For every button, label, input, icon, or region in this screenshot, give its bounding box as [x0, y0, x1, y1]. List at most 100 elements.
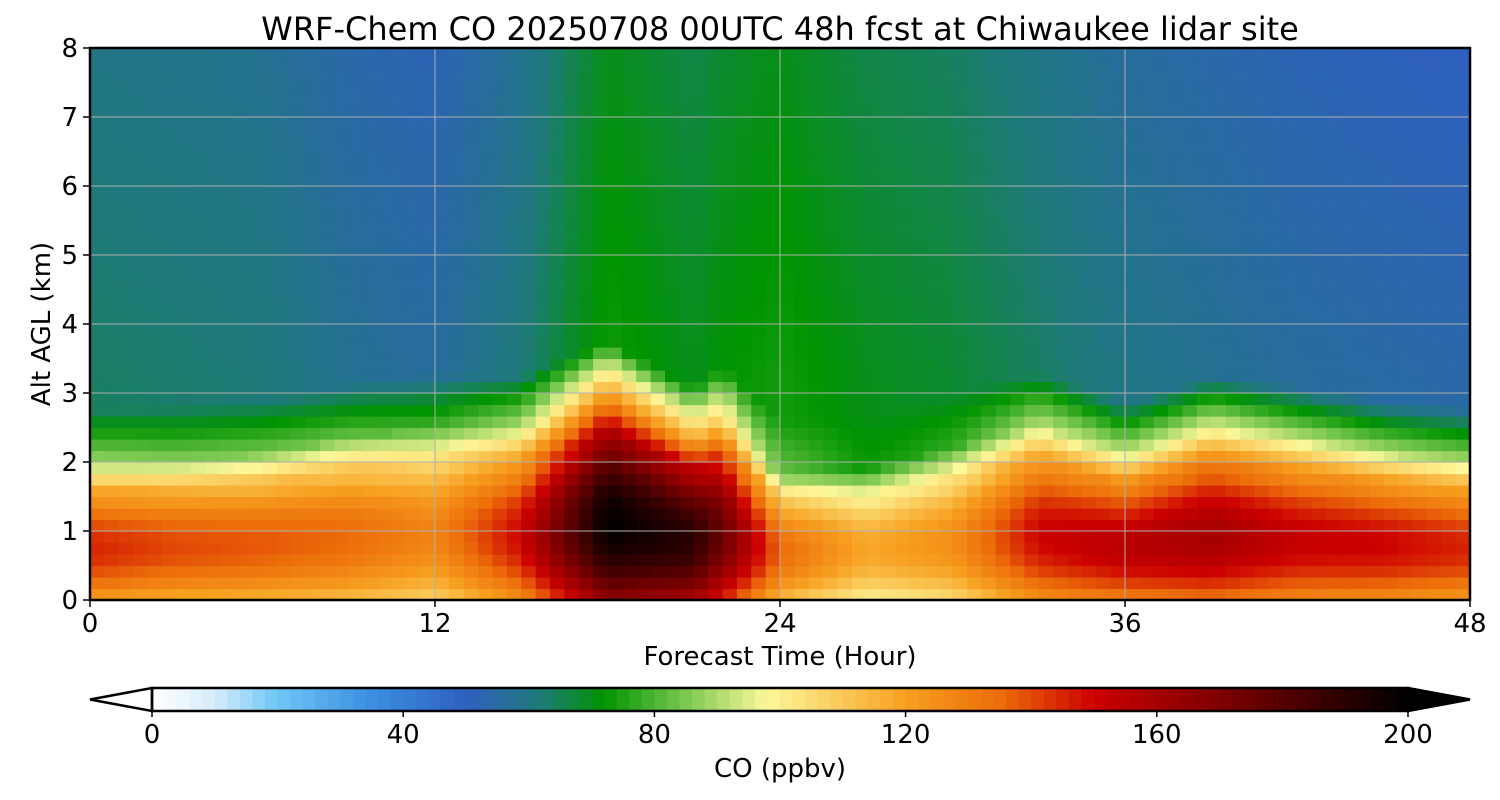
- heatmap-cell: [1168, 197, 1184, 210]
- heatmap-cell: [1125, 220, 1140, 233]
- heatmap-cell: [205, 439, 220, 452]
- heatmap-cell: [1455, 531, 1471, 544]
- heatmap-cell: [636, 48, 652, 61]
- heatmap-cell: [1110, 485, 1126, 498]
- heatmap-cell: [133, 312, 149, 325]
- heatmap-cell: [736, 416, 752, 429]
- heatmap-cell: [492, 266, 508, 279]
- heatmap-cell: [291, 266, 307, 279]
- heatmap-cell: [823, 485, 839, 498]
- heatmap-cell: [463, 289, 479, 302]
- heatmap-cell: [506, 565, 522, 578]
- heatmap-cell: [1153, 508, 1169, 521]
- heatmap-cell: [205, 48, 220, 61]
- heatmap-cell: [1441, 312, 1457, 325]
- heatmap-cell: [1225, 496, 1241, 509]
- heatmap-cell: [276, 186, 292, 199]
- heatmap-cell: [535, 554, 551, 567]
- heatmap-cell: [851, 519, 867, 532]
- heatmap-cell: [521, 151, 537, 164]
- heatmap-cell: [377, 266, 393, 279]
- heatmap-cell: [305, 496, 321, 509]
- heatmap-cell: [736, 186, 752, 199]
- heatmap-cell: [665, 301, 680, 314]
- heatmap-cell: [593, 370, 609, 383]
- heatmap-cell: [305, 59, 321, 72]
- heatmap-cell: [90, 220, 105, 233]
- heatmap-cell: [205, 588, 220, 601]
- heatmap-cell: [593, 519, 609, 532]
- heatmap-cell: [593, 427, 609, 440]
- heatmap-cell: [161, 209, 177, 222]
- heatmap-cell: [1426, 347, 1442, 360]
- heatmap-cell: [118, 324, 134, 337]
- heatmap-cell: [550, 588, 565, 601]
- heatmap-cell: [952, 347, 968, 360]
- heatmap-cell: [722, 48, 738, 61]
- heatmap-cell: [391, 266, 407, 279]
- heatmap-cell: [1182, 71, 1198, 84]
- heatmap-cell: [1412, 209, 1428, 222]
- heatmap-cell: [1139, 554, 1155, 567]
- heatmap-cell: [291, 381, 307, 394]
- heatmap-cell: [363, 347, 379, 360]
- heatmap-cell: [736, 220, 752, 233]
- heatmap-cell: [435, 94, 450, 107]
- heatmap-cell: [463, 370, 479, 383]
- heatmap-cell: [104, 117, 120, 130]
- heatmap-cell: [1024, 370, 1040, 383]
- heatmap-cell: [1240, 473, 1255, 486]
- heatmap-cell: [578, 71, 594, 84]
- heatmap-cell: [118, 59, 134, 72]
- heatmap-cell: [1426, 82, 1442, 95]
- heatmap-cell: [1297, 48, 1313, 61]
- heatmap-cell: [1441, 416, 1457, 429]
- heatmap-cell: [880, 82, 896, 95]
- heatmap-cell: [636, 370, 652, 383]
- heatmap-cell: [506, 577, 522, 590]
- heatmap-cell: [219, 151, 235, 164]
- heatmap-cell: [1398, 105, 1414, 118]
- heatmap-cell: [1426, 151, 1442, 164]
- heatmap-cell: [923, 370, 939, 383]
- colorbar-label: CO (ppbv): [714, 754, 846, 784]
- heatmap-cell: [492, 485, 508, 498]
- heatmap-cell: [1412, 117, 1428, 130]
- heatmap-cell: [1426, 588, 1442, 601]
- heatmap-cell: [708, 105, 724, 118]
- heatmap-cell: [1268, 358, 1284, 371]
- heatmap-cell: [1340, 588, 1356, 601]
- heatmap-cell: [305, 71, 321, 84]
- heatmap-cell: [147, 71, 163, 84]
- heatmap-cell: [794, 542, 810, 555]
- heatmap-cell: [966, 94, 982, 107]
- heatmap-cell: [291, 128, 307, 141]
- heatmap-cell: [1139, 519, 1155, 532]
- heatmap-cell: [895, 278, 910, 291]
- heatmap-cell: [909, 312, 925, 325]
- heatmap-cell: [190, 128, 206, 141]
- heatmap-cell: [176, 519, 192, 532]
- heatmap-cell: [564, 243, 580, 256]
- heatmap-cell: [952, 197, 968, 210]
- heatmap-cell: [363, 140, 379, 153]
- heatmap-cell: [578, 82, 594, 95]
- heatmap-cell: [693, 496, 709, 509]
- heatmap-cell: [909, 381, 925, 394]
- heatmap-cell: [665, 531, 680, 544]
- heatmap-cell: [1326, 358, 1342, 371]
- heatmap-cell: [1355, 82, 1370, 95]
- heatmap-cell: [1369, 542, 1385, 555]
- heatmap-cell: [118, 94, 134, 107]
- heatmap-cell: [1412, 462, 1428, 475]
- heatmap-cell: [320, 554, 335, 567]
- heatmap-cell: [233, 174, 249, 187]
- heatmap-cell: [751, 232, 767, 245]
- heatmap-cell: [722, 105, 738, 118]
- heatmap-cell: [693, 197, 709, 210]
- heatmap-cell: [1426, 209, 1442, 222]
- heatmap-cell: [1096, 197, 1112, 210]
- heatmap-cell: [550, 163, 565, 176]
- heatmap-cell: [478, 358, 494, 371]
- plot-area: [88, 46, 1472, 602]
